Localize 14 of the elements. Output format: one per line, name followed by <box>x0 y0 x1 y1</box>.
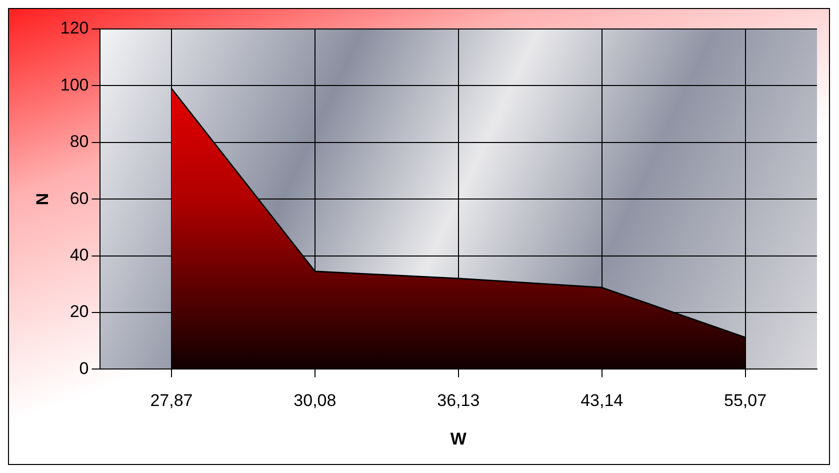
y-tick-label: 40 <box>70 245 89 264</box>
x-tick-label: 36,13 <box>437 391 480 410</box>
x-axis-title: W <box>450 429 468 448</box>
y-tick-label: 20 <box>70 302 89 322</box>
y-tick-label: 60 <box>70 188 89 208</box>
x-tick-label: 27,87 <box>150 391 193 410</box>
y-tick-label: 0 <box>79 358 89 378</box>
y-tick-label: 100 <box>60 75 89 94</box>
y-tick-label: 120 <box>60 18 89 38</box>
y-axis-title: N <box>32 192 52 206</box>
x-tick-label: 30,08 <box>294 391 336 410</box>
x-tick-label: 43,14 <box>580 391 624 410</box>
y-tick-label: 80 <box>70 132 89 152</box>
x-tick-label: 55,07 <box>724 391 767 410</box>
